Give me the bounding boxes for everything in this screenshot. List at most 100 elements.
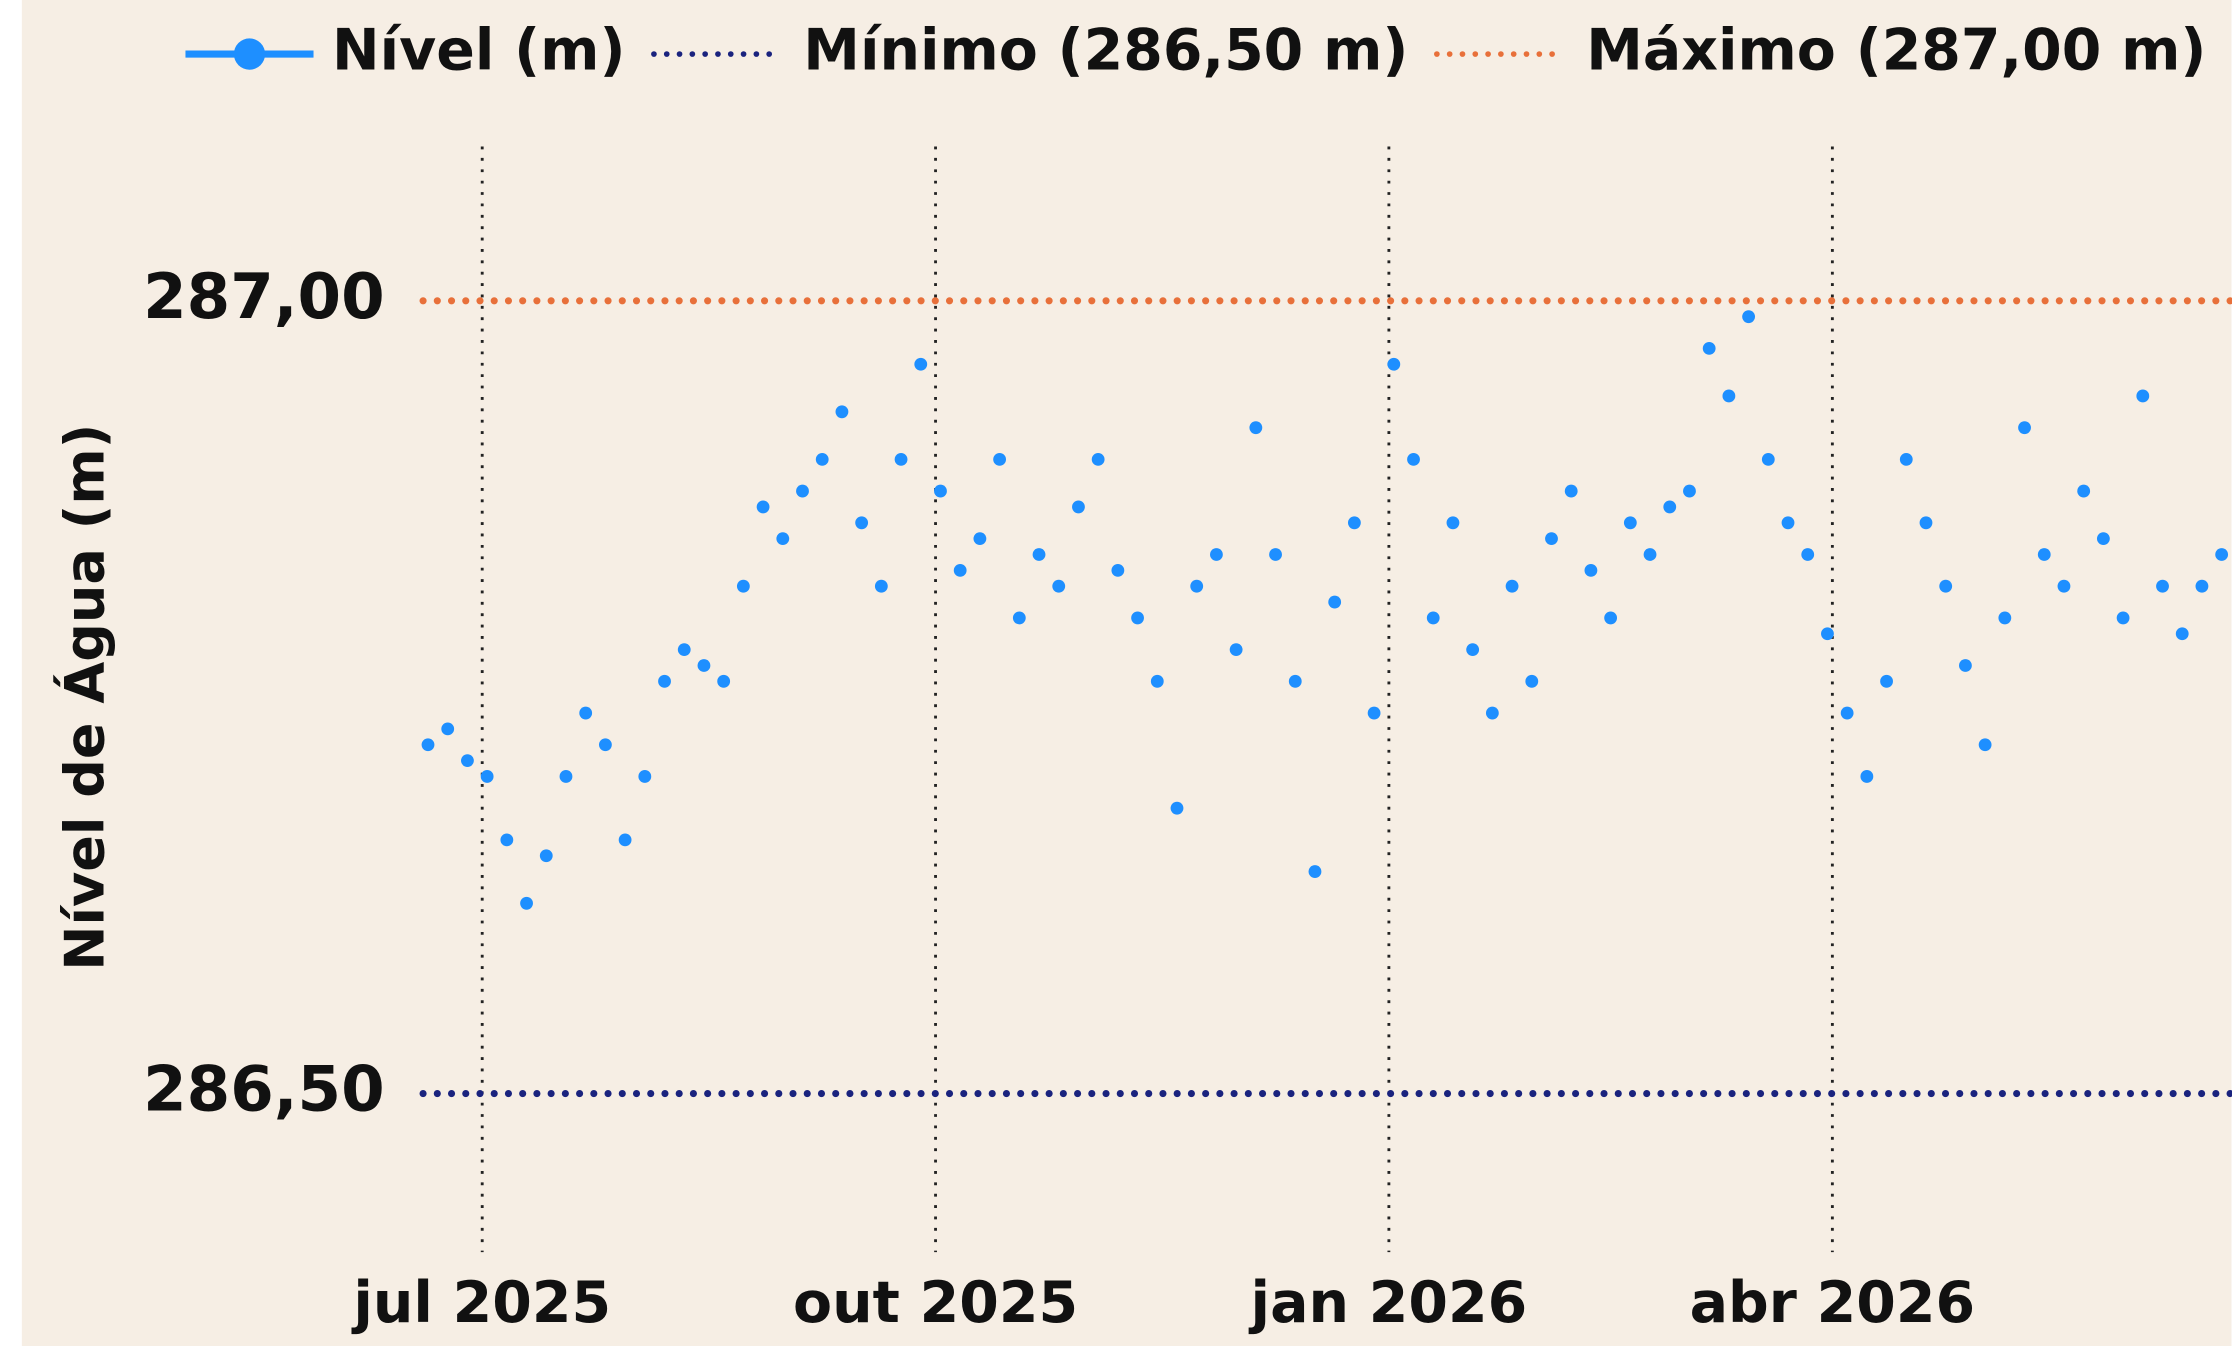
data-point (2057, 579, 2071, 593)
data-point (1466, 643, 1480, 657)
data-point (894, 452, 908, 466)
data-point (1347, 516, 1361, 530)
data-point (1269, 548, 1282, 561)
data-point (1663, 500, 1677, 514)
data-point (1821, 627, 1834, 641)
data-point (756, 500, 770, 514)
data-point (1683, 484, 1696, 498)
data-point (1190, 579, 1204, 593)
data-point (1052, 579, 1066, 593)
data-point (1801, 548, 1815, 561)
data-point (1860, 770, 1874, 783)
data-point (1919, 516, 1933, 530)
legend-label: Mínimo (286,50 m) (803, 18, 1408, 84)
data-point (1150, 674, 1164, 688)
data-point (1367, 706, 1381, 720)
data-point (1328, 595, 1342, 609)
data-point (1032, 548, 1046, 561)
data-point (1525, 674, 1539, 688)
data-point (1840, 706, 1854, 720)
data-point (796, 484, 809, 498)
y-tick-label: 286,50 (143, 1053, 385, 1126)
data-point (914, 357, 928, 371)
y-axis-title: Nível de Água (m) (53, 424, 116, 971)
data-point (559, 770, 573, 783)
x-tick-label: out 2025 (793, 1270, 1078, 1336)
data-point (1604, 611, 1618, 625)
data-point (1781, 516, 1795, 530)
data-point (618, 833, 632, 847)
data-point (1426, 611, 1440, 625)
data-point (835, 405, 849, 419)
data-point (1131, 611, 1144, 625)
x-tick-label: jan 2026 (1249, 1270, 1528, 1336)
data-point (1939, 579, 1953, 593)
x-tick-label: abr 2026 (1690, 1270, 1975, 1336)
data-point (1899, 452, 1913, 466)
data-point (697, 659, 711, 672)
data-point (2136, 389, 2150, 403)
data-point (579, 706, 593, 720)
data-point (2077, 484, 2091, 498)
data-point (1387, 357, 1401, 371)
data-point (1643, 548, 1657, 561)
data-point (500, 833, 514, 847)
data-point (1505, 579, 1519, 593)
data-point (1288, 674, 1302, 688)
data-point (1111, 563, 1125, 577)
data-point (1564, 484, 1578, 498)
data-point (1485, 706, 1499, 720)
data-point (973, 532, 987, 546)
data-point (1623, 516, 1637, 530)
data-point (2156, 579, 2169, 593)
data-point (874, 579, 888, 593)
legend-marker (233, 38, 266, 70)
data-point (953, 563, 967, 577)
legend-label: Nível (m) (332, 18, 625, 84)
data-point (934, 484, 947, 498)
data-point (441, 722, 455, 736)
data-point (480, 770, 494, 783)
data-point (993, 452, 1007, 466)
data-point (1170, 801, 1184, 815)
data-point (677, 643, 691, 657)
data-point (776, 532, 790, 546)
data-point (1722, 389, 1736, 403)
y-tick-label: 287,00 (143, 260, 385, 333)
data-point (421, 738, 435, 752)
data-point (855, 516, 869, 530)
data-point (1742, 310, 1756, 324)
data-point (1012, 611, 1026, 625)
data-point (1880, 674, 1893, 688)
data-point (1584, 563, 1598, 577)
data-point (520, 896, 533, 910)
data-point (1959, 659, 1972, 672)
data-point (1249, 421, 1263, 435)
data-point (1407, 452, 1420, 466)
legend-label: Máximo (287,00 m) (1586, 18, 2206, 84)
data-point (2116, 611, 2130, 625)
data-point (2037, 548, 2051, 561)
background (21, 0, 2232, 1346)
data-point (1210, 548, 1223, 561)
data-point (1091, 452, 1105, 466)
data-point (1702, 341, 1716, 355)
data-point (736, 579, 750, 593)
data-point (1761, 452, 1775, 466)
data-point (1998, 611, 2012, 625)
data-point (1978, 738, 1992, 752)
data-point (2096, 532, 2110, 546)
data-point (2018, 421, 2031, 435)
data-point (1072, 500, 1085, 514)
data-point (1446, 516, 1460, 530)
data-point (1545, 532, 1558, 546)
data-point (2175, 627, 2189, 641)
data-point (461, 754, 474, 768)
data-point (1229, 643, 1243, 657)
data-point (2215, 548, 2229, 561)
data-point (598, 738, 612, 752)
x-tick-label: jul 2025 (351, 1270, 611, 1336)
data-point (1308, 865, 1322, 878)
